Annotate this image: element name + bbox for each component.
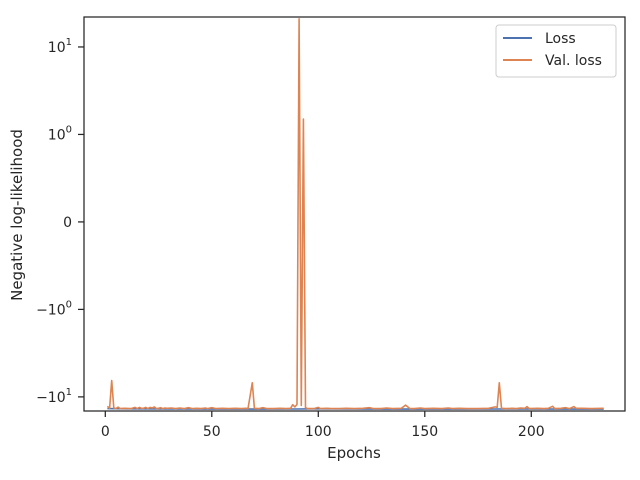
y-tick-label: 0: [63, 215, 72, 231]
legend: Loss Val. loss: [495, 24, 617, 78]
y-tick-label: −101: [36, 387, 72, 406]
y-axis-label: Negative log-likelihood: [8, 129, 26, 301]
y-tick-label: 100: [48, 124, 72, 143]
y-axis-ticks: 101 100 0 −100 −101: [36, 37, 84, 406]
legend-label-loss: Loss: [545, 31, 576, 47]
x-tick-label: 150: [411, 424, 438, 440]
x-tick-label: 200: [518, 424, 545, 440]
x-axis-ticks: 0 50 100 150 200: [101, 411, 545, 440]
plot-lines: [106, 17, 604, 410]
x-tick-label: 0: [101, 424, 110, 440]
x-tick-label: 100: [305, 424, 332, 440]
x-tick-label: 50: [203, 424, 221, 440]
legend-label-val-loss: Val. loss: [545, 53, 602, 69]
y-tick-label: −100: [36, 299, 72, 318]
x-axis-label: Epochs: [327, 444, 381, 462]
plot-area: [83, 16, 626, 412]
y-tick-label: 101: [48, 37, 72, 56]
series-line-val-loss: [106, 17, 604, 410]
